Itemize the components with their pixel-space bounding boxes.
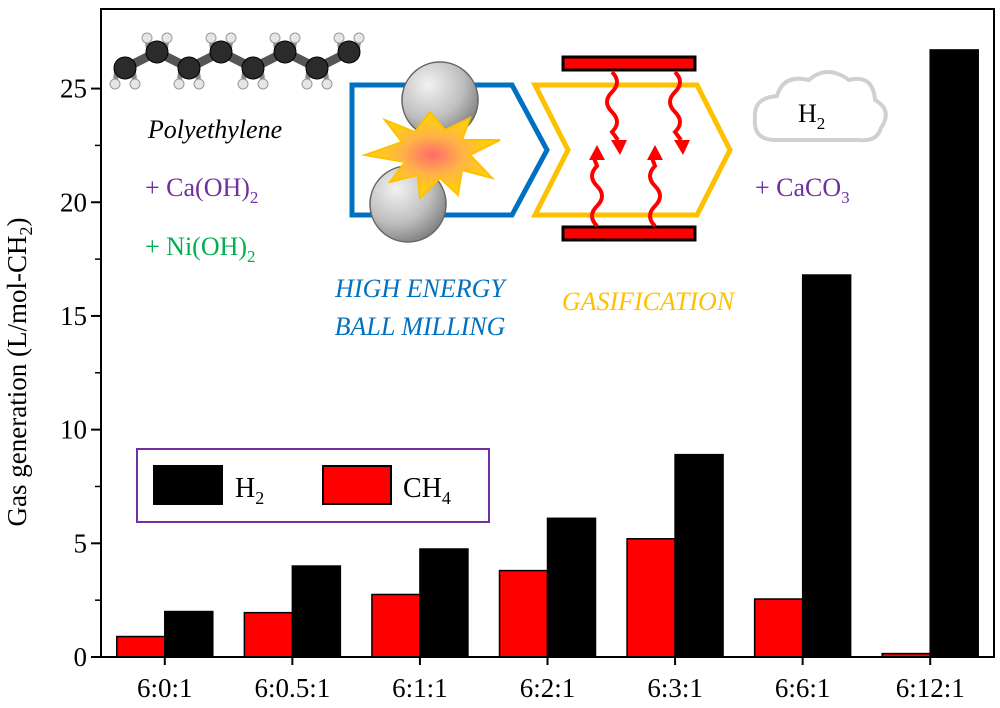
ball-milling-arrow-shape xyxy=(349,82,550,218)
bar-ch4-6:1:1 xyxy=(371,593,421,658)
process-schematic: Polyethylene + Ca(OH)2 + Ni(OH)2 HIGH EN… xyxy=(109,32,888,341)
bar-h2-6:6:1 xyxy=(801,274,852,658)
additive-caoh2: + Ca(OH)2 xyxy=(145,173,258,207)
polyethylene-label: Polyethylene xyxy=(147,115,282,144)
legend-swatch-h2 xyxy=(153,465,223,505)
gasification-chevron-shape xyxy=(530,82,733,218)
hydrogen-atom xyxy=(269,32,281,44)
legend-label-ch4: CH4 xyxy=(403,473,451,508)
carbon-atom xyxy=(337,40,361,64)
x-tick-label-6:0:1: 6:0:1 xyxy=(137,673,193,703)
bar-ch4-6:2:1 xyxy=(498,569,549,658)
bar-ch4-6:3:1 xyxy=(626,538,676,658)
hydrogen-atom xyxy=(301,78,313,90)
milling-label-line2: BALL MILLING xyxy=(335,312,506,341)
milling-label-line1: HIGH ENERGY xyxy=(334,274,507,303)
hydrogen-atom xyxy=(193,78,205,90)
x-tick-label-6:0.5:1: 6:0.5:1 xyxy=(254,673,330,703)
x-tick-label-6:2:1: 6:2:1 xyxy=(520,673,576,703)
hydrogen-atom xyxy=(237,78,249,90)
h2-product-label: H2 xyxy=(798,99,825,133)
plot-area: 0 5 10 15 20 25 6:0:1 6:0.5:1 6:1:1 6:2:1 6:3:1 6:6… xyxy=(60,49,979,703)
y-tick-label-15: 15 xyxy=(60,301,87,331)
legend-swatch-ch4 xyxy=(322,465,392,505)
legend-label-h2: H2 xyxy=(235,473,264,508)
carbon-atom xyxy=(305,56,329,80)
hydrogen-atom xyxy=(257,78,269,90)
y-axis-title: Gas generation (L/mol-CH2) xyxy=(2,218,36,527)
bar-ch4-6:0:1 xyxy=(116,635,166,658)
additive-nioh2: + Ni(OH)2 xyxy=(145,232,256,266)
hydrogen-atom xyxy=(129,78,141,90)
heater-plate-bottom xyxy=(561,225,697,242)
bar-h2-6:12:1 xyxy=(929,49,979,658)
hydrogen-atom xyxy=(141,32,153,44)
carbon-atom xyxy=(145,40,169,64)
impact-burst-icon xyxy=(361,110,501,201)
hydrogen-atom xyxy=(333,32,345,44)
hydrogen-atom xyxy=(109,78,121,90)
heat-wave-arrows-icon xyxy=(589,70,690,228)
hydrogen-atom xyxy=(353,32,365,44)
carbon-atom xyxy=(113,56,137,80)
bar-h2-6:0:1 xyxy=(164,610,214,658)
y-tick-label-0: 0 xyxy=(74,642,88,672)
bar-ch4-6:0.5:1 xyxy=(243,611,294,658)
y-tick-label-10: 10 xyxy=(60,415,87,445)
x-tick-label-6:6:1: 6:6:1 xyxy=(775,673,831,703)
hydrogen-atom xyxy=(205,32,217,44)
bar-h2-6:1:1 xyxy=(419,548,469,658)
hydrogen-atom xyxy=(173,78,185,90)
heater-plate-top xyxy=(561,55,697,72)
polyethylene-molecule-icon xyxy=(109,32,365,90)
x-tick-label-6:1:1: 6:1:1 xyxy=(392,673,448,703)
hydrogen-atom xyxy=(289,32,301,44)
carbon-atom xyxy=(177,56,201,80)
y-tick-label-20: 20 xyxy=(60,187,87,217)
bar-ch4-6:6:1 xyxy=(753,598,804,658)
y-tick-label-25: 25 xyxy=(60,74,87,104)
hydrogen-atom xyxy=(161,32,173,44)
gasification-label: GASIFICATION xyxy=(562,287,736,316)
bar-h2-6:2:1 xyxy=(546,517,597,658)
legend: H2 CH4 xyxy=(136,448,490,523)
x-tick-label-6:12:1: 6:12:1 xyxy=(896,673,965,703)
bar-h2-6:0.5:1 xyxy=(291,565,342,658)
carbon-atom xyxy=(209,40,233,64)
hydrogen-atom xyxy=(225,32,237,44)
h2-cloud-icon xyxy=(752,70,888,143)
x-tick-label-6:3:1: 6:3:1 xyxy=(647,673,703,703)
axes-frame xyxy=(100,8,995,658)
hydrogen-atom xyxy=(321,78,333,90)
carbon-atom xyxy=(273,40,297,64)
y-tick-label-5: 5 xyxy=(74,528,88,558)
bar-h2-6:3:1 xyxy=(674,453,724,658)
caco3-byproduct-label: + CaCO3 xyxy=(755,173,850,207)
carbon-atom xyxy=(241,56,265,80)
